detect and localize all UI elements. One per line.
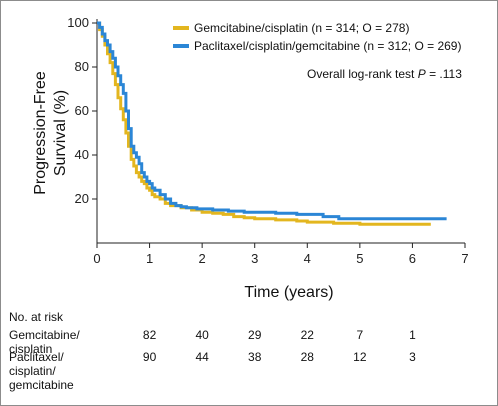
axes: [92, 19, 466, 248]
y-axis-label: Progression-Free Survival (%): [32, 71, 69, 195]
risk-row-label: Paclitaxel/: [9, 350, 64, 364]
risk-count: 1: [409, 328, 416, 342]
legend-label-2: Paclitaxel/cisplatin/gemcitabine (n = 31…: [194, 39, 461, 53]
risk-count: 90: [143, 350, 157, 364]
risk-count: 44: [195, 350, 209, 364]
risk-table: No. at risk Gemcitabine/cisplatin 82 40 29 22…: [9, 310, 416, 392]
x-tick-label: 2: [199, 251, 206, 266]
x-tick-label: 1: [146, 251, 153, 266]
legend: Gemcitabine/cisplatin (n = 314; O = 278)…: [173, 21, 461, 53]
x-tick-label: 3: [251, 251, 258, 266]
x-tick-label: 4: [304, 251, 311, 266]
tick-labels: 0 1 2 3 4 5 6 7 20 40 60 80 100: [67, 15, 468, 266]
risk-count: 3: [409, 350, 416, 364]
x-tick-label: 7: [461, 251, 468, 266]
y-axis-label-line: Survival (%): [52, 90, 69, 176]
risk-count: 82: [143, 328, 157, 342]
survival-curves: [97, 21, 447, 226]
series-line-1: [97, 21, 431, 226]
y-tick-label: 100: [67, 15, 89, 30]
risk-count: 40: [195, 328, 209, 342]
risk-count: 38: [248, 350, 262, 364]
risk-row-label: cisplatin/: [9, 364, 56, 378]
y-axis-label-line: Progression-Free: [32, 71, 49, 195]
y-tick-label: 60: [75, 103, 89, 118]
risk-count: 22: [301, 328, 315, 342]
x-tick-label: 6: [409, 251, 416, 266]
risk-count: 12: [353, 350, 367, 364]
x-tick-label: 0: [93, 251, 100, 266]
risk-row-label: gemcitabine: [9, 378, 74, 392]
y-tick-label: 20: [75, 191, 89, 206]
risk-row-label: Gemcitabine/: [9, 328, 80, 342]
legend-label-1: Gemcitabine/cisplatin (n = 314; O = 278): [194, 21, 409, 35]
x-tick-label: 5: [356, 251, 363, 266]
y-tick-label: 40: [75, 147, 89, 162]
risk-count: 29: [248, 328, 262, 342]
logrank-annotation: Overall log-rank test P = .113: [307, 67, 462, 81]
risk-count: 28: [301, 350, 315, 364]
x-axis-label: Time (years): [244, 284, 333, 301]
y-tick-label: 80: [75, 59, 89, 74]
risk-table-title: No. at risk: [9, 310, 64, 324]
risk-count: 7: [357, 328, 364, 342]
risk-row-label: cisplatin: [9, 342, 52, 356]
series-line-2: [97, 21, 447, 221]
